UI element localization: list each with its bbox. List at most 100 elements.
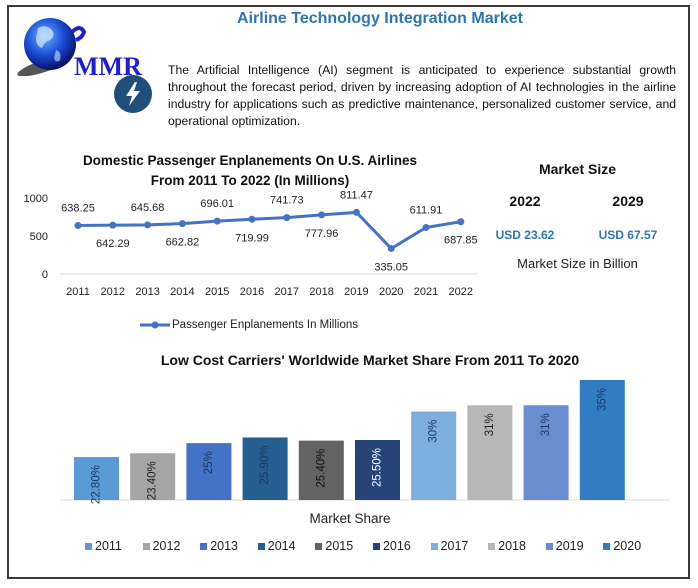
data-label: 719.99 xyxy=(235,232,269,244)
data-label: 645.68 xyxy=(131,202,165,214)
legend-swatch xyxy=(372,542,380,550)
legend-item-2015: 2015 xyxy=(315,539,373,553)
x-tick-label: 2016 xyxy=(240,286,264,298)
market-size-unit-note: Market Size in Billion xyxy=(517,256,638,271)
legend-swatch xyxy=(142,542,150,550)
bar-data-label: 23.40% xyxy=(147,461,159,500)
legend-swatch xyxy=(257,542,265,550)
market-size-year-end: 2029 xyxy=(612,193,644,209)
y-tick-label: 0 xyxy=(42,269,48,281)
legend-item-2014: 2014 xyxy=(257,539,316,553)
data-point xyxy=(109,221,117,229)
x-tick-label: 2012 xyxy=(101,286,125,298)
bar-data-label: 25.40% xyxy=(315,449,327,488)
legend-label: 2015 xyxy=(325,539,354,553)
legend-line-marker-icon xyxy=(140,321,170,329)
legend-label: 2012 xyxy=(152,539,181,553)
data-point xyxy=(178,220,186,228)
legend-swatch xyxy=(603,542,611,550)
x-tick-label: 2020 xyxy=(379,286,403,298)
bar-2017 xyxy=(411,411,457,500)
bar-data-label: 31% xyxy=(484,413,496,436)
bar-2013 xyxy=(186,443,232,500)
x-tick-label: 2014 xyxy=(170,286,194,298)
legend-swatch xyxy=(200,542,208,550)
bar-2014 xyxy=(242,437,288,500)
bar-2015 xyxy=(298,440,344,500)
globe-icon xyxy=(17,18,87,76)
lightning-bolt-icon xyxy=(114,75,152,113)
data-label: 696.01 xyxy=(200,198,234,210)
bar-2019 xyxy=(523,405,569,500)
bar-data-label: 25% xyxy=(203,451,215,474)
x-tick-label: 2015 xyxy=(205,286,229,298)
y-tick-label: 500 xyxy=(30,231,48,243)
market-size-value-start: USD 23.62 xyxy=(495,228,555,242)
bar-2012 xyxy=(130,453,176,500)
mmr-logo: MMR xyxy=(14,14,144,81)
bar-data-label: 22.80% xyxy=(91,465,103,504)
line-chart-title-line-2: From 2011 To 2022 (In Millions) xyxy=(150,173,350,188)
legend-swatch xyxy=(545,542,553,550)
legend-label: 2018 xyxy=(498,539,526,553)
bar-2016 xyxy=(355,440,400,500)
legend-item-2019: 2019 xyxy=(545,539,604,553)
x-tick-label: 2021 xyxy=(414,286,438,298)
data-label: 662.82 xyxy=(166,237,200,249)
bar-data-label: 35% xyxy=(596,388,608,411)
series-line xyxy=(77,210,462,251)
legend-swatch xyxy=(430,542,438,550)
data-point xyxy=(422,223,430,231)
data-point xyxy=(248,215,256,223)
line-chart-legend: Passenger Enplanements In Millions xyxy=(140,319,358,331)
data-point xyxy=(283,214,291,222)
bar-chart-xlabel: Market Share xyxy=(309,511,391,526)
legend-label: 2013 xyxy=(210,539,238,553)
bar-data-label: 30% xyxy=(428,420,440,443)
legend-item-2012: 2012 xyxy=(142,539,201,553)
data-label: 777.96 xyxy=(305,228,339,240)
bar-chart: 22.80% 23.40% 25% 25.90% 25.40% 25.50% 30% 31% 3… xyxy=(60,380,670,504)
bar-data-label: 31% xyxy=(540,413,552,436)
line-chart: 0 500 1000 2011 2012 2013 2014 2015 2016 2017 2018… xyxy=(24,189,478,298)
x-tick-label: 2011 xyxy=(66,286,90,298)
legend-item-2020: 2020 xyxy=(603,539,661,553)
legend-label: 2017 xyxy=(440,539,469,553)
data-point xyxy=(318,211,326,219)
bar-2020 xyxy=(579,380,625,500)
data-point xyxy=(352,208,360,216)
legend-item-2018: 2018 xyxy=(488,539,546,553)
bar-2011 xyxy=(74,457,119,500)
market-size-value-end: USD 67.57 xyxy=(598,228,658,242)
bar-data-label: 25.50% xyxy=(372,448,384,487)
legend-swatch xyxy=(85,542,92,550)
data-point xyxy=(457,218,465,226)
x-tick-label: 2017 xyxy=(275,286,299,298)
x-tick-label: 2022 xyxy=(449,286,473,298)
y-tick-label: 1000 xyxy=(24,193,48,205)
page-title: Airline Technology Integration Market xyxy=(237,10,523,27)
bar-data-label: 25.90% xyxy=(259,445,271,484)
line-chart-title-line-1: Domestic Passenger Enplanements On U.S. … xyxy=(82,153,418,168)
legend-label: 2011 xyxy=(95,539,122,553)
data-label: 638.25 xyxy=(61,202,95,214)
bar-chart-legend: 2011 2012 2013 2014 2015 2016 2017 2018 2019 2020 xyxy=(85,539,685,553)
x-tick-label: 2019 xyxy=(344,286,368,298)
legend-label: 2019 xyxy=(555,539,584,553)
bar-2018 xyxy=(467,405,513,500)
data-point xyxy=(387,245,395,253)
legend-item-2011: 2011 xyxy=(85,539,143,553)
x-tick-label: 2013 xyxy=(135,286,159,298)
legend-item-2016: 2016 xyxy=(372,539,431,553)
legend-item-2013: 2013 xyxy=(200,539,258,553)
market-size-title: Market Size xyxy=(538,161,617,177)
line-chart-title: Domestic Passenger Enplanements On U.S. … xyxy=(60,151,440,191)
data-label: 741.73 xyxy=(270,195,304,207)
data-point xyxy=(74,221,82,229)
bar-chart-title: Low Cost Carriers' Worldwide Market Shar… xyxy=(160,352,580,368)
legend-swatch xyxy=(488,542,496,550)
data-point xyxy=(213,217,221,225)
line-legend-label: Passenger Enplanements In Millions xyxy=(172,319,359,331)
data-label: 335.05 xyxy=(374,262,408,274)
legend-swatch xyxy=(315,542,323,550)
